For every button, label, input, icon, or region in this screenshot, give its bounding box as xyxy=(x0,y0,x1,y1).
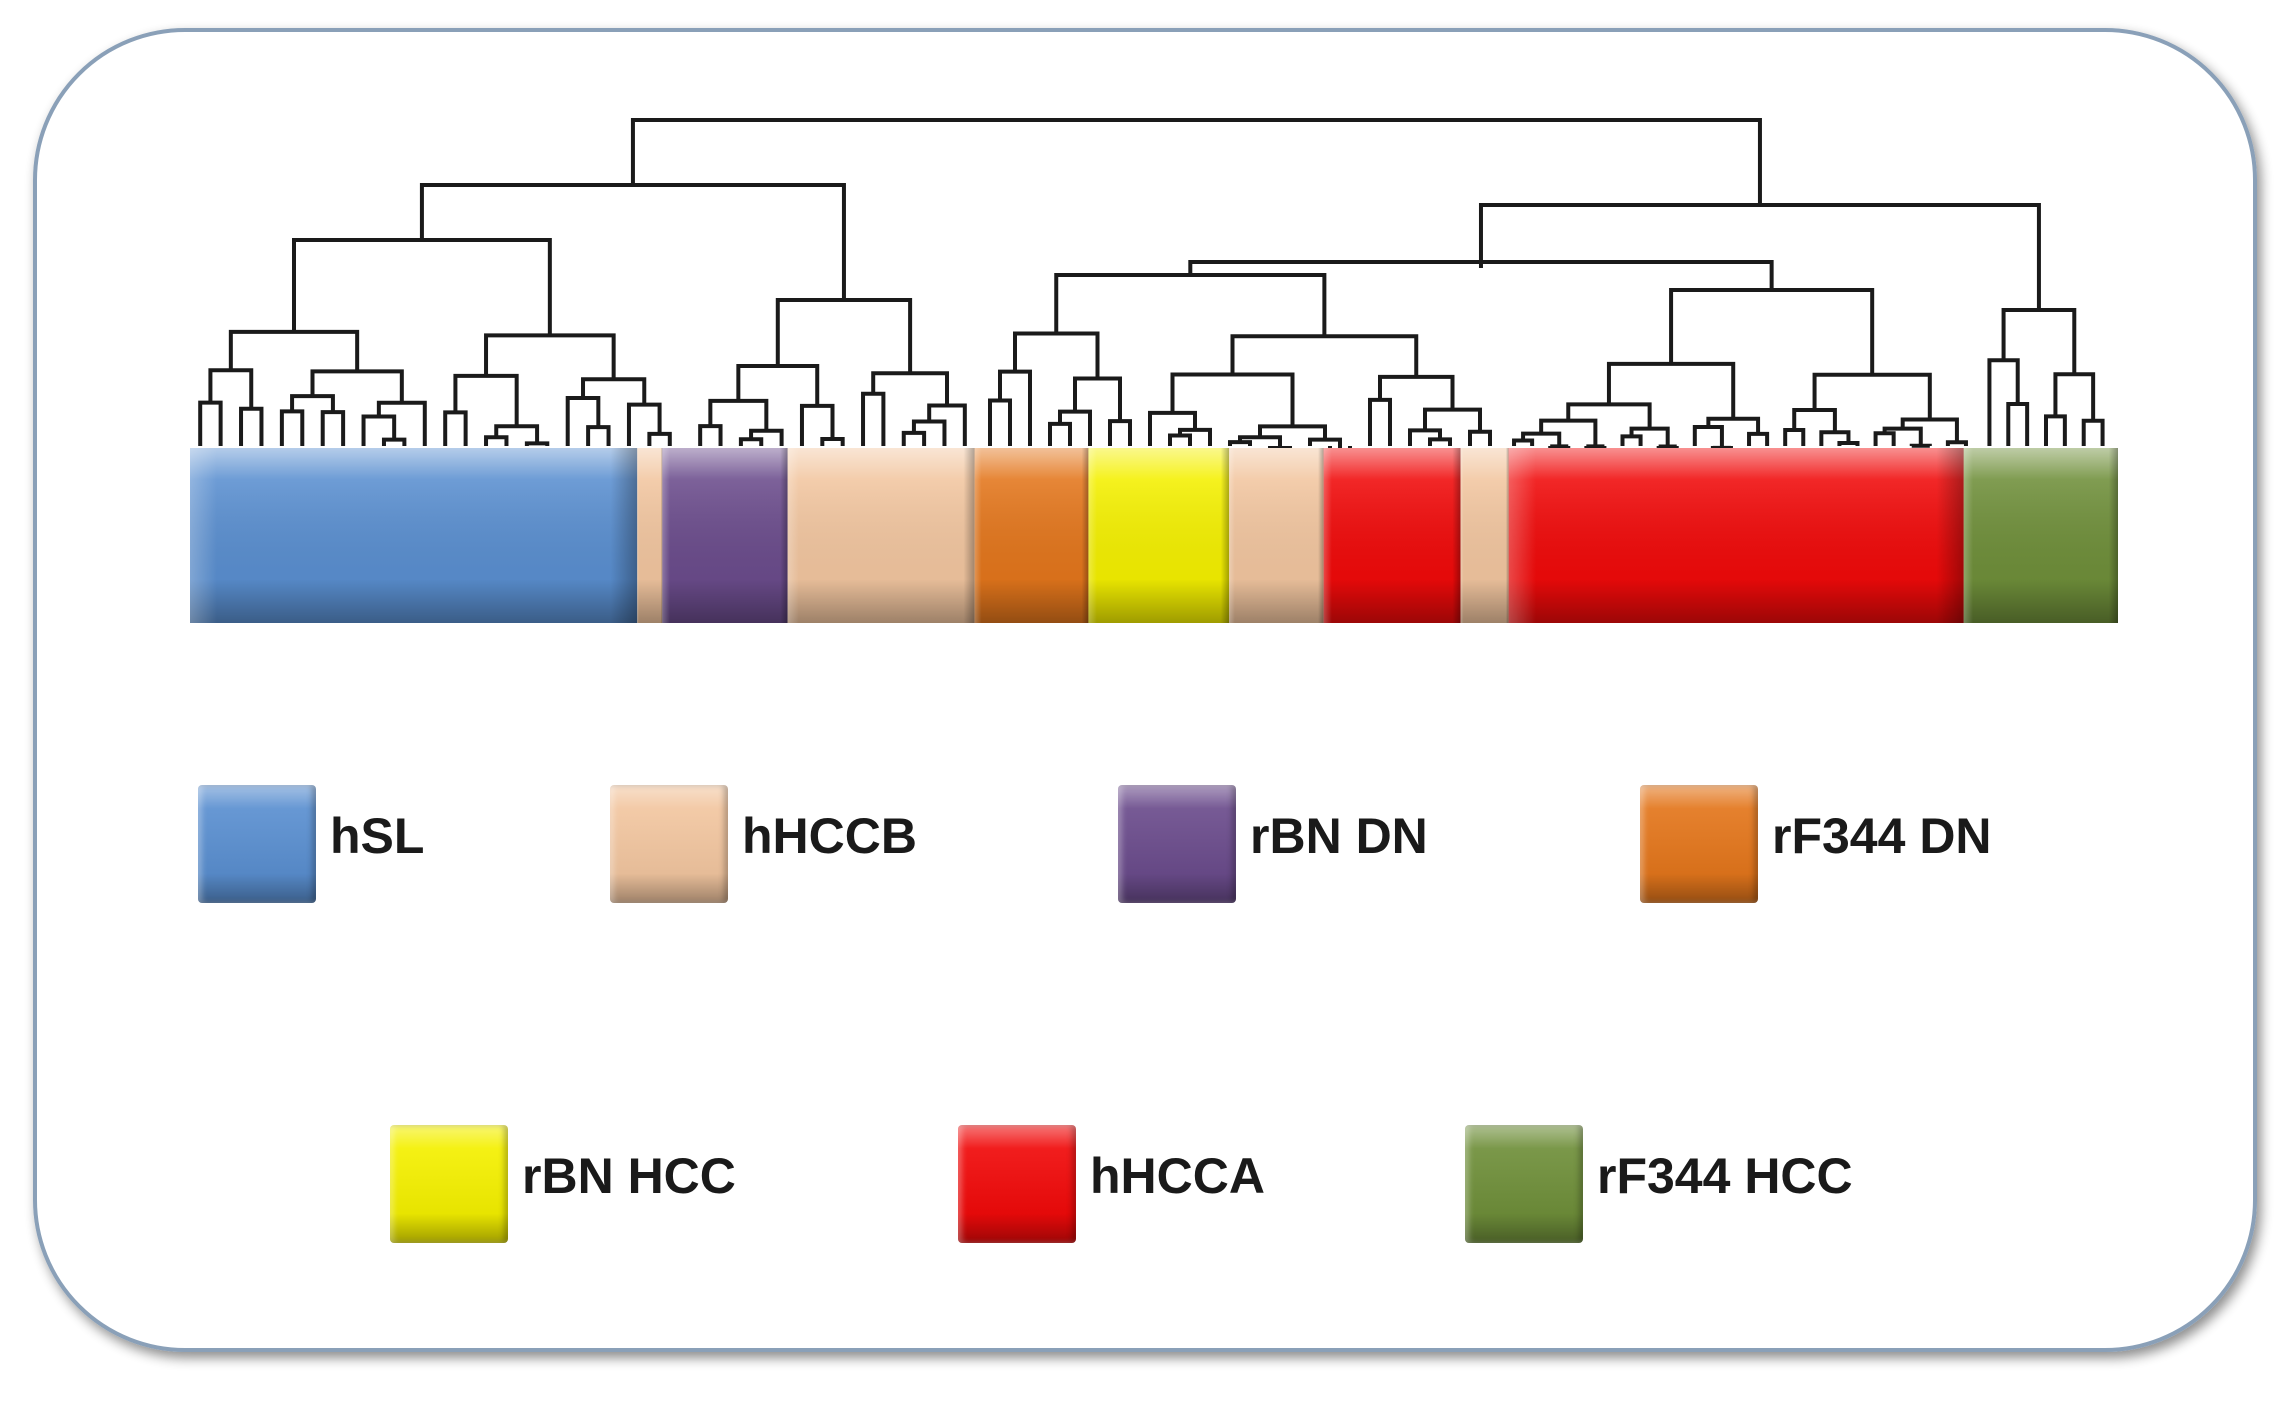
cluster-segment-rf344-dn xyxy=(974,448,1089,623)
dendrogram-link xyxy=(381,437,407,446)
dendrogram-link xyxy=(361,414,397,446)
legend-label: rBN HCC xyxy=(522,1148,736,1204)
dendrogram xyxy=(198,118,2105,458)
dendrogram-link xyxy=(1058,409,1092,446)
cluster-segment-rf344-hcc xyxy=(1963,448,2118,623)
legend-label: rF344 HCC xyxy=(1597,1148,1853,1204)
dendrogram-link xyxy=(228,329,360,372)
cluster-segment-hsl xyxy=(190,448,638,623)
legend-swatch xyxy=(1465,1125,1583,1243)
legend-swatch xyxy=(198,785,316,903)
dendrogram-link xyxy=(1228,440,1252,446)
cluster-segment-hhccb xyxy=(787,448,975,623)
dendrogram-link xyxy=(1539,418,1598,447)
dendrogram-link xyxy=(1706,416,1761,434)
dendrogram-link xyxy=(1178,427,1212,446)
dendrogram-link xyxy=(198,400,223,446)
legend-swatch xyxy=(1118,785,1236,903)
dendrogram-link xyxy=(484,333,616,380)
legend-label: hSL xyxy=(330,808,425,864)
dendrogram-link xyxy=(626,402,662,446)
dendrogram-link xyxy=(565,396,601,446)
dendrogram-link xyxy=(1168,433,1192,446)
dendrogram-link xyxy=(988,398,1012,446)
dendrogram-link xyxy=(1048,421,1072,446)
cluster-segment-hhcca xyxy=(1323,448,1461,623)
dendrogram-link xyxy=(494,424,540,444)
legend-label: hHCCA xyxy=(1090,1148,1265,1204)
cluster-segment-hhccb xyxy=(1460,448,1509,623)
dendrogram-link xyxy=(1258,424,1327,440)
dendrogram-link xyxy=(749,428,784,446)
dendrogram-link xyxy=(1987,358,2020,446)
dendrogram-link xyxy=(1873,431,1896,446)
legend-label: hHCCB xyxy=(742,808,917,864)
dendrogram-link xyxy=(1629,426,1670,447)
dendrogram-link xyxy=(647,431,672,446)
cluster-segment-rbn-dn xyxy=(662,448,788,623)
dendrogram-link xyxy=(630,118,1762,205)
dendrogram-link xyxy=(320,410,346,446)
cluster-color-bar xyxy=(190,448,2118,623)
dendrogram-link xyxy=(901,430,927,446)
dendrogram-link xyxy=(1710,445,1733,450)
dendrogram-link xyxy=(1819,430,1851,446)
dendrogram-link xyxy=(1423,407,1482,432)
dendrogram-link xyxy=(2053,372,2096,421)
dendrogram-link xyxy=(2044,414,2067,446)
legend-swatch xyxy=(1640,785,1758,903)
cluster-segment-rbn-hcc xyxy=(1088,448,1230,623)
legend-swatch xyxy=(958,1125,1076,1243)
dendrogram-link xyxy=(1013,331,1100,379)
dendrogram-link xyxy=(861,391,886,446)
legend-label: rBN DN xyxy=(1250,808,1428,864)
cluster-segment-hhcca xyxy=(1508,448,1964,623)
dendrogram-link xyxy=(1512,438,1535,446)
dendrogram-link xyxy=(998,369,1032,446)
cluster-segment-hhccb xyxy=(1229,448,1324,623)
dendrogram-link xyxy=(279,409,305,446)
legend-label: rF344 DN xyxy=(1772,808,1992,864)
dendrogram-link xyxy=(1900,417,1959,443)
dendrogram-link xyxy=(871,371,950,406)
cluster-segment-hhccb xyxy=(637,448,663,623)
legend-swatch xyxy=(390,1125,508,1243)
legend-swatch xyxy=(610,785,728,903)
figure-frame xyxy=(33,28,2257,1352)
dendrogram-link xyxy=(310,369,404,403)
